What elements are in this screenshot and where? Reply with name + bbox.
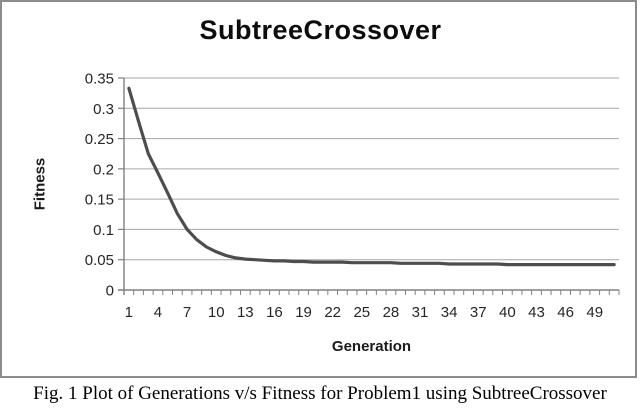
svg-text:4: 4 <box>154 304 162 321</box>
x-axis-title: Generation <box>331 338 412 355</box>
svg-text:28: 28 <box>383 304 400 321</box>
fitness-line-chart: 0 0.05 0.1 0.15 0.2 0.25 0.3 0.35 1 4 7 10 13 16 19 22 2… <box>85 71 620 321</box>
svg-text:22: 22 <box>324 304 341 321</box>
svg-text:0.15: 0.15 <box>85 192 114 209</box>
svg-text:25: 25 <box>353 304 370 321</box>
svg-text:0: 0 <box>106 283 114 300</box>
svg-text:16: 16 <box>266 304 283 321</box>
svg-text:43: 43 <box>528 304 545 321</box>
chart-title: SubtreeCrossover <box>199 15 442 45</box>
svg-text:0.25: 0.25 <box>85 131 114 148</box>
svg-text:10: 10 <box>208 304 225 321</box>
svg-text:1: 1 <box>125 304 133 321</box>
svg-text:0.2: 0.2 <box>93 161 114 178</box>
figure-caption: Fig. 1 Plot of Generations v/s Fitness f… <box>33 383 607 404</box>
svg-text:0.3: 0.3 <box>93 101 114 118</box>
svg-text:49: 49 <box>586 304 603 321</box>
svg-text:0.05: 0.05 <box>85 252 114 269</box>
svg-text:46: 46 <box>557 304 574 321</box>
svg-text:13: 13 <box>237 304 254 321</box>
svg-text:40: 40 <box>499 304 516 321</box>
y-axis-title: Fitness <box>31 157 49 211</box>
figure-frame: SubtreeCrossover 0 0.05 0.1 0.15 0.2 0.25 0.3 0… <box>0 0 637 378</box>
svg-text:37: 37 <box>470 304 487 321</box>
svg-text:0.35: 0.35 <box>85 71 114 88</box>
svg-text:7: 7 <box>183 304 191 321</box>
svg-text:0.1: 0.1 <box>93 222 114 239</box>
svg-text:31: 31 <box>412 304 429 321</box>
svg-text:19: 19 <box>295 304 312 321</box>
svg-text:34: 34 <box>441 304 458 321</box>
